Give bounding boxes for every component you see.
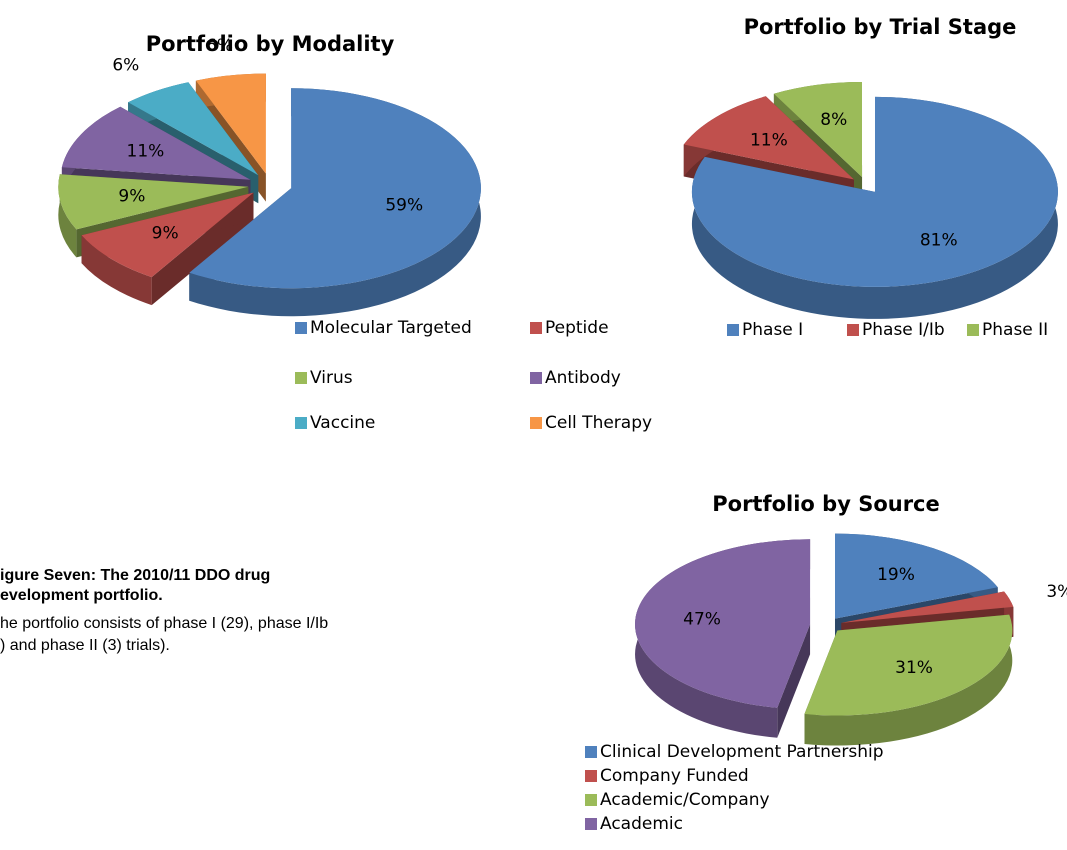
pie-chart: Portfolio by Modality 59% 9% 9% 11% 6% 6% Molec… bbox=[58, 32, 652, 433]
legend-swatch bbox=[530, 417, 542, 429]
legend-swatch bbox=[585, 818, 597, 830]
pie-slice bbox=[841, 591, 1014, 623]
legend-swatch bbox=[585, 770, 597, 782]
pie-slice bbox=[804, 614, 1013, 716]
data-label: 8% bbox=[820, 110, 847, 130]
legend-swatch bbox=[295, 372, 307, 384]
legend-label: Company Funded bbox=[600, 766, 749, 786]
data-label: 9% bbox=[118, 187, 145, 207]
legend-label: Phase II bbox=[982, 320, 1048, 340]
data-label: 6% bbox=[112, 55, 139, 75]
legend-label: Molecular Targeted bbox=[310, 318, 472, 338]
legend-label: Vaccine bbox=[310, 413, 375, 433]
legend-label: Clinical Development Partnership bbox=[600, 742, 883, 762]
pie-chart: Portfolio by Trial Stage 81% 11% 8% Phase I P… bbox=[683, 15, 1058, 340]
data-label: 19% bbox=[877, 565, 915, 585]
chart-title: Portfolio by Trial Stage bbox=[744, 15, 1017, 39]
legend-label: Academic/Company bbox=[600, 790, 770, 810]
legend-swatch bbox=[585, 794, 597, 806]
data-label: 3% bbox=[1046, 582, 1067, 602]
pie-slice bbox=[61, 106, 251, 180]
pie-slice bbox=[773, 81, 863, 177]
pie-chart: Portfolio by Source 19% 3% 31% 47% Clinical D… bbox=[585, 492, 1067, 834]
legend-swatch bbox=[295, 322, 307, 334]
legend-label: Phase I bbox=[742, 320, 803, 340]
legend-swatch bbox=[530, 322, 542, 334]
legend-label: Academic bbox=[600, 814, 683, 834]
pie-slice bbox=[58, 174, 249, 230]
chart-title: Portfolio by Modality bbox=[146, 32, 395, 56]
legend-swatch bbox=[727, 324, 739, 336]
data-label: 59% bbox=[385, 196, 423, 216]
legend-label: Phase I/Ib bbox=[862, 320, 945, 340]
pie-slice bbox=[189, 88, 481, 289]
pie-slice bbox=[683, 96, 854, 180]
caption-body: ) and phase II (3) trials). bbox=[0, 637, 170, 654]
legend-swatch bbox=[295, 417, 307, 429]
pie-slice bbox=[635, 539, 811, 708]
caption-body: he portfolio consists of phase I (29), p… bbox=[0, 615, 328, 632]
legend-swatch bbox=[967, 324, 979, 336]
legend-swatch bbox=[530, 372, 542, 384]
legend-label: Virus bbox=[310, 368, 353, 388]
pie-slice bbox=[691, 96, 1058, 287]
pie-slice bbox=[834, 533, 998, 619]
legend-swatch bbox=[847, 324, 859, 336]
pie-slice bbox=[128, 82, 259, 176]
data-label: 9% bbox=[152, 224, 179, 244]
pie-slice bbox=[195, 73, 266, 174]
pie-slice-side bbox=[58, 174, 77, 258]
legend-label: Cell Therapy bbox=[545, 413, 652, 433]
caption-title: igure Seven: The 2010/11 DDO drug bbox=[0, 567, 270, 584]
data-label: 47% bbox=[683, 609, 721, 629]
pie-slice-side bbox=[189, 88, 481, 317]
pie-slice-side bbox=[81, 235, 152, 306]
legend-label: Antibody bbox=[545, 368, 621, 388]
data-label: 11% bbox=[750, 131, 788, 151]
data-label: 11% bbox=[127, 142, 165, 162]
legend-swatch bbox=[585, 746, 597, 758]
data-label: 6% bbox=[206, 36, 233, 56]
legend-label: Peptide bbox=[545, 318, 609, 338]
caption-title: evelopment portfolio. bbox=[0, 587, 163, 604]
chart-title: Portfolio by Source bbox=[712, 492, 940, 516]
data-label: 31% bbox=[895, 658, 933, 678]
data-label: 81% bbox=[920, 231, 958, 251]
pie-slice-side bbox=[804, 614, 1013, 746]
pie-slice bbox=[81, 192, 254, 278]
pie-slice-face bbox=[777, 624, 811, 738]
